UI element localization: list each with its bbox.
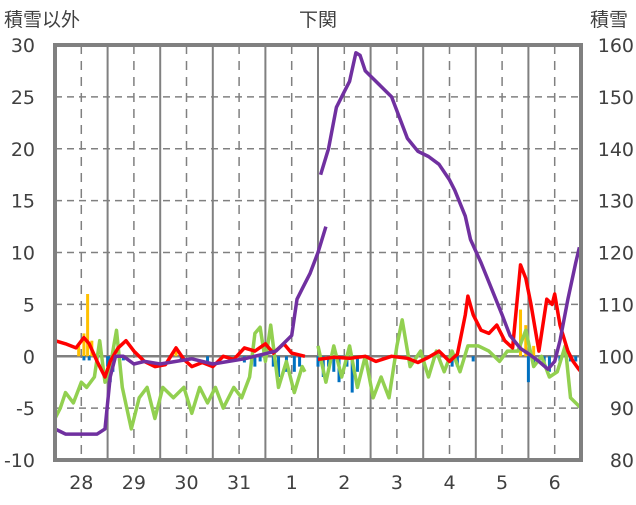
plot-border: [53, 43, 583, 462]
precipitation-bar: [174, 347, 178, 357]
y-right-tick-label: 130: [598, 191, 634, 213]
y-left-tick-label: 15: [11, 191, 35, 213]
sunshine-negative-bar: [450, 356, 454, 367]
sunshine-negative-bar: [253, 356, 257, 367]
precipitation-bar: [532, 345, 536, 357]
y-axis-left-label: 積雪以外: [4, 9, 80, 31]
x-tick-label: 6: [549, 472, 561, 494]
sunshine-negative-bar: [206, 356, 210, 362]
y-right-tick-label: 110: [598, 294, 634, 316]
sunshine-negative-bar: [350, 356, 354, 393]
y-right-tick-label: 160: [598, 35, 634, 57]
sunshine-negative-bar: [298, 356, 302, 367]
y-right-tick-label: 90: [610, 398, 634, 420]
x-tick-label: 30: [174, 472, 198, 494]
sunshine-negative-bar: [547, 356, 551, 372]
y-right-tick-label: 80: [610, 450, 634, 472]
sunshine-negative-bar: [355, 356, 359, 372]
y-right-tick-label: 140: [598, 139, 634, 161]
y-left-tick-label: 5: [23, 294, 35, 316]
snow-depth-line: [54, 51, 582, 436]
y-left-tick-label: 25: [11, 87, 35, 109]
y-left-tick-label: 30: [11, 35, 35, 57]
sunshine-negative-bar: [316, 356, 320, 367]
chart-title: 下関: [299, 9, 337, 31]
sunshine-negative-bar: [526, 356, 530, 383]
sunshine-negative-bar: [82, 356, 86, 361]
temperature-line: [54, 263, 583, 379]
sunshine-negative-bar: [106, 356, 110, 367]
sunshine-negative-bar: [471, 356, 475, 362]
y-left-tick-label: 20: [11, 139, 35, 161]
sunshine-negative-bar: [327, 356, 331, 367]
y-right-tick-label: 120: [598, 243, 634, 265]
x-tick-label: 2: [338, 472, 350, 494]
y-right-tick-label: 100: [598, 346, 634, 368]
x-tick-label: 5: [496, 472, 508, 494]
precipitation-bar: [519, 309, 523, 357]
x-tick-label: 1: [286, 472, 298, 494]
sunshine-negative-bar: [271, 356, 275, 367]
y-left-tick-label: -5: [16, 398, 35, 420]
precipitation-bar: [524, 325, 528, 357]
y-left-tick-label: 10: [11, 243, 35, 265]
precipitation-bar: [82, 333, 86, 357]
y-axis-right-label: 積雪: [590, 9, 628, 31]
sunshine-negative-bar: [87, 356, 91, 361]
precipitation-bar: [86, 294, 90, 357]
sunshine-negative-bar: [574, 356, 578, 362]
y-left-tick-label: -10: [4, 450, 35, 472]
y-left-tick-label: 0: [23, 346, 35, 368]
grid: [55, 45, 581, 460]
x-tick-label: 4: [443, 472, 455, 494]
sunshine-negative-bar: [332, 356, 336, 372]
sunshine-negative-bar: [258, 356, 262, 362]
sunshine-negative-bar: [292, 356, 296, 372]
y-right-tick-label: 150: [598, 87, 634, 109]
x-tick-label: 31: [227, 472, 251, 494]
x-tick-label: 3: [391, 472, 403, 494]
x-tick-label: 29: [122, 472, 146, 494]
lines: [53, 51, 583, 436]
precipitation-bar: [77, 345, 81, 357]
x-tick-label: 28: [69, 472, 93, 494]
sunshine-negative-bar: [277, 356, 281, 377]
